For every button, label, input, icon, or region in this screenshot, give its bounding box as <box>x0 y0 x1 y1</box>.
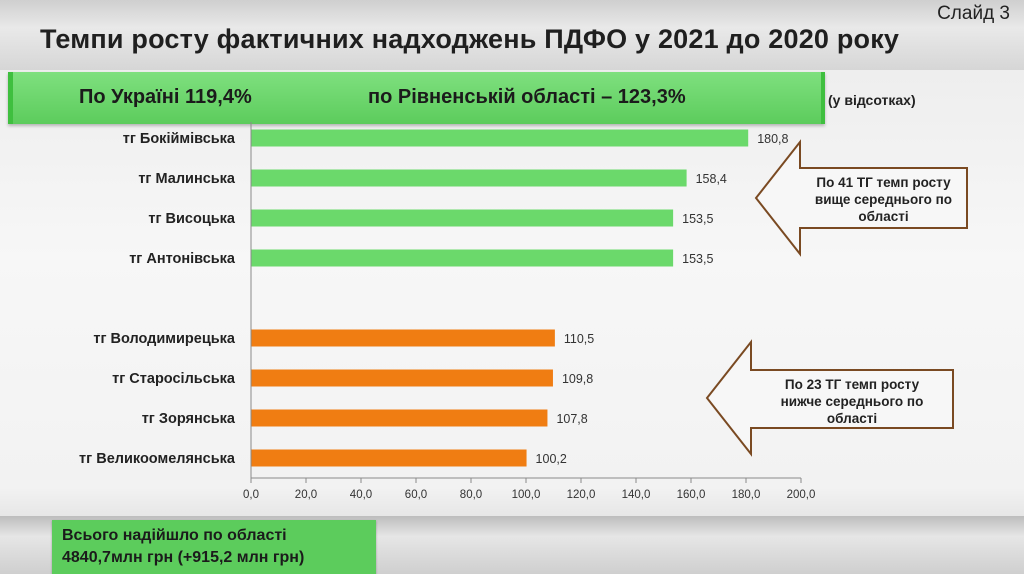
bar <box>251 409 548 427</box>
region-rate: по Рівненській області – 123,3% <box>368 86 686 108</box>
x-tick-label: 20,0 <box>295 489 317 501</box>
category-label: тг Антонівська <box>129 251 236 267</box>
total-line-1: Всього надійшло по області <box>62 527 287 544</box>
data-label: 110,5 <box>564 332 594 346</box>
category-label: тг Зорянська <box>142 411 236 427</box>
data-label: 107,8 <box>556 412 587 426</box>
callout-above-text: По 41 ТГ темп росту вище середнього по о… <box>800 174 967 225</box>
x-tick-label: 200,0 <box>787 489 816 501</box>
x-tick-label: 140,0 <box>622 489 651 501</box>
bar <box>251 129 749 147</box>
bar <box>251 169 687 187</box>
category-label: тг Старосільська <box>112 371 236 387</box>
total-line-2: 4840,7млн грн (+915,2 млн грн) <box>62 549 305 566</box>
callout-below-line: нижче середнього по <box>780 394 924 409</box>
x-tick-label: 80,0 <box>460 489 482 501</box>
callout-above-line: По 41 ТГ темп росту <box>816 175 951 190</box>
page-title: Темпи росту фактичних надходжень ПДФО у … <box>40 24 900 54</box>
bar <box>251 249 674 267</box>
bar <box>251 209 674 227</box>
x-tick-label: 0,0 <box>243 489 259 501</box>
category-label: тг Малинська <box>138 171 236 187</box>
bar <box>251 449 527 467</box>
x-tick-label: 60,0 <box>405 489 427 501</box>
summary-banner: По Україні 119,4% по Рівненській області… <box>8 72 825 124</box>
callout-below-text: По 23 ТГ темп росту нижче середнього по … <box>751 376 953 427</box>
x-tick-label: 120,0 <box>567 489 596 501</box>
category-label: тг Великоомелянська <box>79 451 236 467</box>
category-label: тг Висоцька <box>148 211 236 227</box>
bar <box>251 329 555 347</box>
category-label: тг Бокіймівська <box>123 131 236 147</box>
x-tick-label: 40,0 <box>350 489 372 501</box>
callout-above-line: області <box>858 209 909 224</box>
data-label: 158,4 <box>696 172 727 186</box>
total-box: Всього надійшло по області 4840,7млн грн… <box>52 520 376 574</box>
header-band <box>0 0 1024 70</box>
category-label: тг Володимирецька <box>93 331 236 347</box>
bar <box>251 369 553 387</box>
callout-above-line: вище середнього по <box>814 192 953 207</box>
x-tick-label: 160,0 <box>677 489 706 501</box>
data-label: 100,2 <box>536 452 567 466</box>
data-label: 153,5 <box>682 212 713 226</box>
callout-below-arrow <box>705 339 954 457</box>
callout-above-arrow <box>754 139 968 257</box>
data-label: 109,8 <box>562 372 593 386</box>
ukraine-rate: По Україні 119,4% <box>79 86 252 108</box>
slide-number: Слайд 3 <box>937 3 1010 24</box>
x-tick-label: 180,0 <box>732 489 761 501</box>
x-tick-label: 100,0 <box>512 489 541 501</box>
data-label: 180,8 <box>757 132 788 146</box>
callout-below-line: По 23 ТГ темп росту <box>784 377 920 392</box>
data-label: 153,5 <box>682 252 713 266</box>
units-note: (у відсотках) <box>828 92 916 108</box>
callout-below-line: області <box>826 411 878 426</box>
